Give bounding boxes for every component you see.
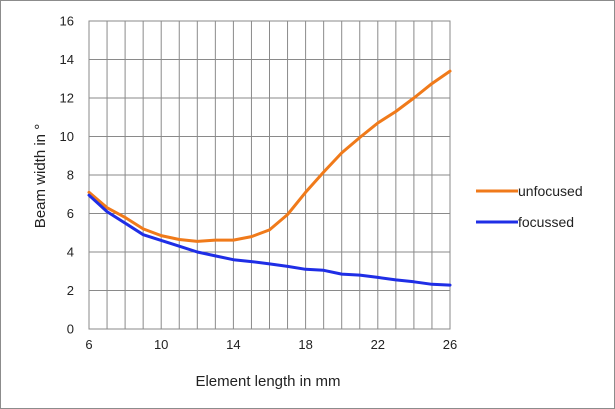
y-tick-label: 16 <box>60 14 74 29</box>
legend-label-unfocused: unfocused <box>518 183 583 199</box>
x-tick-label: 6 <box>85 337 92 352</box>
y-tick-label: 0 <box>67 322 74 337</box>
legend: unfocused focussed <box>476 183 583 230</box>
plot-border <box>88 20 451 330</box>
x-axis-label: Element length in mm <box>195 373 340 390</box>
x-tick-label: 18 <box>298 337 312 352</box>
x-tick-label: 10 <box>154 337 168 352</box>
y-tick-label: 14 <box>60 52 74 67</box>
y-tick-label: 8 <box>67 168 74 183</box>
y-tick-label: 6 <box>67 206 74 221</box>
grid <box>88 20 451 330</box>
y-tick-label: 12 <box>60 91 74 106</box>
series-line-focussed <box>87 193 452 287</box>
x-tick-label: 22 <box>371 337 385 352</box>
legend-label-focussed: focussed <box>518 214 574 230</box>
y-axis-label: Beam width in ° <box>32 124 49 228</box>
x-tick-label: 26 <box>443 337 457 352</box>
x-tick-labels: 6 10 14 18 22 26 <box>85 337 457 352</box>
series-line-unfocused <box>87 69 452 243</box>
x-tick-label: 14 <box>226 337 240 352</box>
y-tick-label: 2 <box>67 283 74 298</box>
y-tick-label: 4 <box>67 245 74 260</box>
plot-area <box>88 20 451 330</box>
series-lines <box>87 69 452 287</box>
y-tick-labels: 0 2 4 6 8 10 12 14 16 <box>60 14 74 337</box>
y-tick-label: 10 <box>60 129 74 144</box>
